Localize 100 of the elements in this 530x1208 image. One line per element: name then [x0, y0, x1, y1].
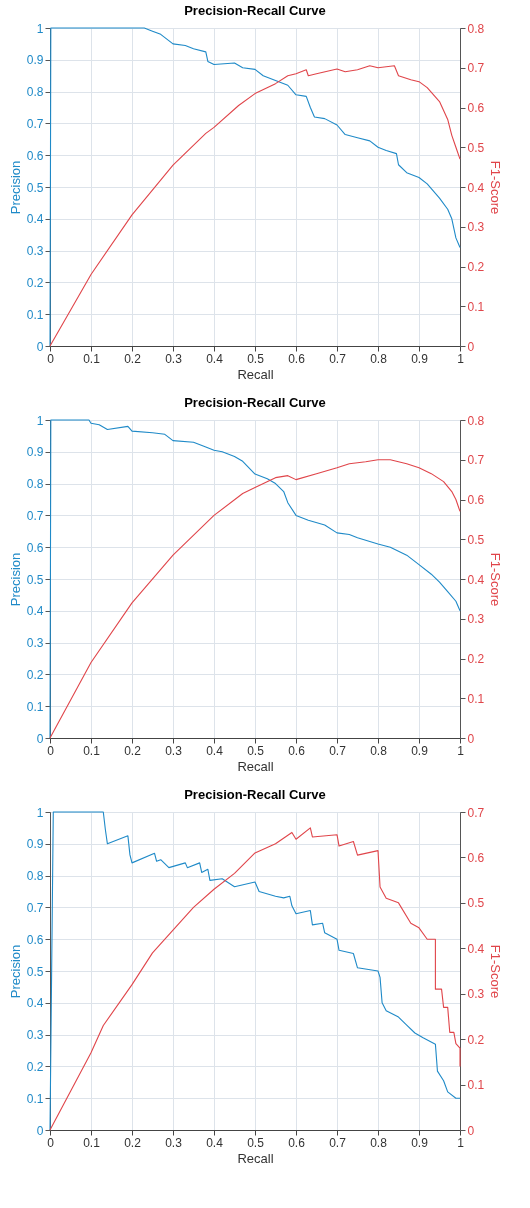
y-tick-label: 1	[36, 805, 44, 820]
y2-tick-label: 0.1	[467, 299, 485, 314]
y-tick-label: 0.3	[26, 636, 44, 651]
y-tick-label: 1	[36, 413, 44, 428]
y-axis-title: Precision	[7, 552, 23, 607]
x-tick-label: 0.3	[165, 351, 183, 366]
x-tick-label: 0.9	[411, 743, 429, 758]
y-axis-title: Precision	[7, 944, 23, 999]
x-tick-label: 0.5	[247, 1135, 265, 1150]
y-tick-label: 0.3	[26, 244, 44, 259]
y2-tick-label: 0.2	[467, 1032, 485, 1047]
y-tick-label: 0.6	[26, 540, 44, 555]
y2-tick-label: 0.4	[467, 180, 485, 195]
x-tick-label: 0.7	[329, 1135, 347, 1150]
x-tick-label: 0.3	[165, 743, 183, 758]
y-tick-label: 0.1	[26, 699, 44, 714]
chart-title: Precision-Recall Curve	[184, 395, 326, 410]
y2-tick-label: 0.6	[467, 850, 485, 865]
y2-tick-label: 0.1	[467, 1078, 485, 1093]
y-tick-label: 0.9	[26, 837, 44, 852]
x-axis-title: Recall	[237, 758, 274, 774]
x-tick-label: 1	[457, 1135, 465, 1150]
x-tick-label: 0.2	[124, 351, 142, 366]
x-tick-label: 0.2	[124, 1135, 142, 1150]
y2-axis-title: F1-Score	[488, 944, 504, 999]
x-tick-label: 0	[47, 743, 55, 758]
x-tick-label: 0.3	[165, 1135, 183, 1150]
x-tick-label: 0.7	[329, 351, 347, 366]
y2-tick-label: 0.6	[467, 493, 485, 507]
y-tick-label: 0.3	[26, 1028, 44, 1043]
y2-tick-label: 0.4	[467, 572, 485, 587]
x-tick-label: 0.4	[206, 1135, 224, 1150]
y-tick-label: 0.4	[26, 604, 44, 619]
y-tick-label: 0	[36, 731, 44, 746]
y2-tick-label: 0	[467, 731, 475, 746]
y-tick-label: 0.8	[26, 477, 44, 492]
x-tick-label: 0.9	[411, 1135, 429, 1150]
x-tick-label: 1	[457, 743, 465, 758]
x-tick-label: 0.2	[124, 743, 142, 758]
y2-tick-label: 0.5	[467, 896, 485, 911]
y2-tick-label: 0.6	[467, 101, 485, 115]
x-tick-label: 0.1	[83, 743, 101, 758]
y-tick-label: 0.5	[26, 572, 44, 587]
x-axis-title: Recall	[237, 1150, 274, 1166]
y2-tick-label: 0.3	[467, 987, 485, 1002]
y2-axis-title: F1-Score	[488, 552, 504, 607]
y-axis-title: Precision	[7, 160, 23, 215]
y-tick-label: 0.8	[26, 85, 44, 100]
x-tick-label: 0.6	[288, 743, 306, 758]
y2-tick-label: 0.3	[467, 612, 485, 627]
x-axis-title: Recall	[237, 366, 274, 382]
y-tick-label: 0	[36, 1123, 44, 1138]
x-tick-label: 0.6	[288, 1135, 306, 1150]
y2-tick-label: 0.8	[467, 21, 485, 36]
y-tick-label: 0.9	[26, 53, 44, 68]
chart-title: Precision-Recall Curve	[184, 3, 326, 18]
y2-tick-label: 0.5	[467, 140, 485, 155]
x-tick-label: 0.9	[411, 351, 429, 366]
y-tick-label: 0.5	[26, 964, 44, 979]
y2-tick-label: 0.2	[467, 652, 485, 666]
x-tick-label: 0	[47, 1135, 55, 1150]
y-tick-label: 0.1	[26, 1091, 44, 1106]
y-tick-label: 0.8	[26, 869, 44, 884]
y-tick-label: 0.2	[26, 275, 44, 290]
y-tick-label: 0.4	[26, 212, 44, 227]
y2-tick-label: 0	[467, 339, 475, 354]
x-tick-label: 1	[457, 351, 465, 366]
y-tick-label: 0.2	[26, 1059, 44, 1074]
y2-tick-label: 0.4	[467, 941, 485, 956]
y-tick-label: 0.7	[26, 508, 44, 523]
y-tick-label: 0.6	[26, 148, 44, 163]
y2-tick-label: 0.3	[467, 220, 485, 235]
y-tick-label: 0.9	[26, 445, 44, 460]
y-tick-label: 0.2	[26, 667, 44, 682]
y-tick-label: 0.4	[26, 996, 44, 1011]
y-tick-label: 0.5	[26, 180, 44, 195]
y-tick-label: 0.7	[26, 900, 44, 915]
y2-tick-label: 0.7	[467, 805, 485, 820]
x-tick-label: 0.7	[329, 743, 347, 758]
y2-axis-title: F1-Score	[488, 160, 504, 215]
x-tick-label: 0.8	[370, 743, 388, 758]
y2-tick-label: 0.7	[467, 453, 485, 468]
y2-tick-label: 0	[467, 1123, 475, 1138]
x-tick-label: 0	[47, 351, 55, 366]
y2-tick-label: 0.7	[467, 61, 485, 76]
chart-title: Precision-Recall Curve	[184, 787, 326, 802]
x-tick-label: 0.6	[288, 351, 306, 366]
x-tick-label: 0.1	[83, 1135, 101, 1150]
x-tick-label: 0.4	[206, 351, 224, 366]
x-tick-label: 0.1	[83, 351, 101, 366]
x-tick-label: 0.8	[370, 1135, 388, 1150]
y2-tick-label: 0.5	[467, 532, 485, 547]
x-tick-label: 0.5	[247, 351, 265, 366]
y-tick-label: 1	[36, 21, 44, 36]
x-tick-label: 0.5	[247, 743, 265, 758]
y2-tick-label: 0.1	[467, 691, 485, 706]
y2-tick-label: 0.8	[467, 413, 485, 428]
y-tick-label: 0.7	[26, 116, 44, 131]
y2-tick-label: 0.2	[467, 260, 485, 274]
y-tick-label: 0	[36, 339, 44, 354]
